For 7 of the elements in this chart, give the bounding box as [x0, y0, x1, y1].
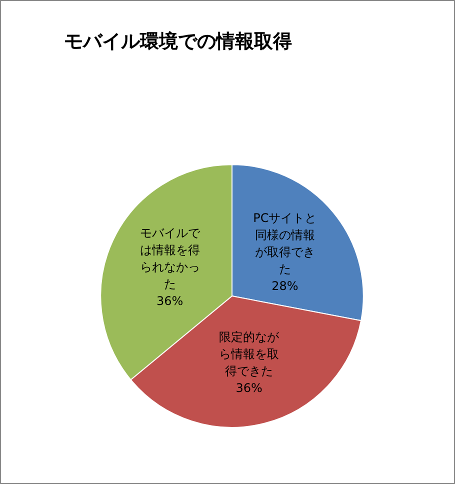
- slice-label: 限定的ながら情報を取得できた: [219, 330, 280, 378]
- slice-label: モバイルでは情報を得られなかった: [140, 226, 201, 291]
- data-label: 36%: [156, 294, 184, 308]
- data-label: 28%: [272, 279, 298, 294]
- slice-label: PCサイトと同様の情報が取得できた: [253, 211, 317, 276]
- data-label: 36%: [236, 381, 262, 396]
- chart-title: モバイル環境での情報取得: [64, 30, 292, 52]
